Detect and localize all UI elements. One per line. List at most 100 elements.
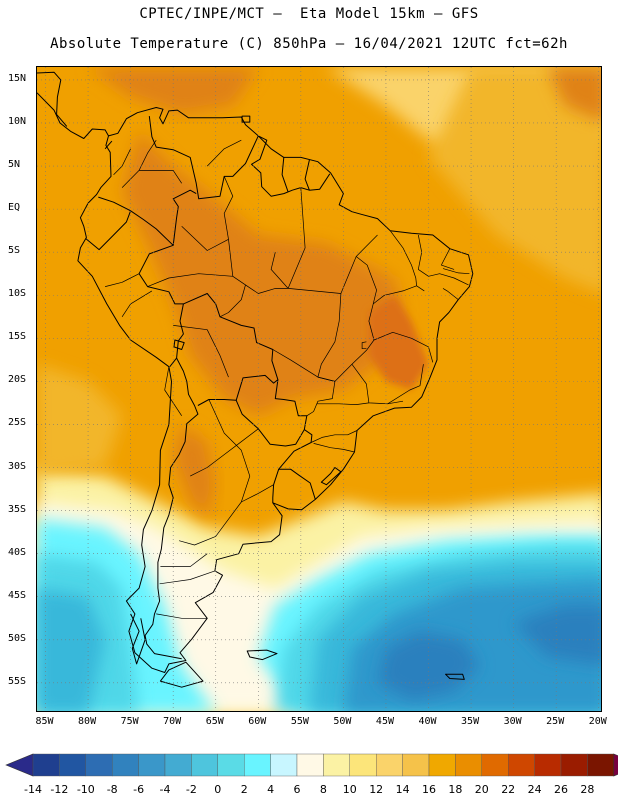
longitude-tick-label: 50W <box>333 716 352 727</box>
country-border <box>272 469 280 503</box>
trinidad <box>241 115 251 123</box>
colorbar-label: -4 <box>159 783 171 796</box>
latitude-tick-label: 10N <box>8 115 27 127</box>
falkland-islands <box>246 649 278 661</box>
country-border <box>281 157 289 193</box>
longitude-tick-label: 85W <box>35 716 54 727</box>
state-border <box>317 402 369 405</box>
caribbean-coastline <box>37 71 68 127</box>
country-border <box>85 210 132 251</box>
colorbar-label: 26 <box>554 783 568 796</box>
map-title-line-1: CPTEC/INPE/MCT – Eta Model 15km – GFS <box>139 6 479 22</box>
field-blue-deep-east <box>513 605 601 665</box>
state-border <box>105 273 140 287</box>
state-border <box>159 570 216 585</box>
colorbar-label: 22 <box>501 783 516 796</box>
colorbar-label: 10 <box>342 783 357 796</box>
tierra-del-fuego <box>159 661 204 688</box>
longitude-tick-label: 70W <box>163 716 182 727</box>
map-panel[interactable] <box>36 66 602 712</box>
latitude-tick-label: 55S <box>8 675 27 687</box>
state-border <box>241 484 274 503</box>
longitude-tick-label: 65W <box>205 716 224 727</box>
colorbar-label: 18 <box>448 783 463 796</box>
colorbar-label: 14 <box>395 783 410 796</box>
colorbar-swatch <box>560 753 588 777</box>
latitude-tick-label: 30S <box>8 460 27 472</box>
field-blue-light <box>37 588 106 711</box>
colorbar-label: 4 <box>267 783 275 796</box>
colorbar-swatch <box>138 753 166 777</box>
longitude-tick-label: 40W <box>418 716 437 727</box>
state-border <box>387 400 404 405</box>
state-border <box>442 288 459 300</box>
latitude-tick-label: 20S <box>8 374 27 386</box>
latitude-tick-label: 45S <box>8 589 27 601</box>
colorbar-swatch <box>481 753 509 777</box>
country-border <box>104 140 113 150</box>
longitude-tick-label: 45W <box>375 716 394 727</box>
longitude-tick-label: 55W <box>290 716 309 727</box>
lake-titicaca <box>173 339 185 350</box>
central-america-coastline <box>37 92 109 139</box>
colorbar-swatch <box>455 753 482 777</box>
state-border <box>139 170 182 184</box>
colorbar-swatch <box>164 753 192 777</box>
longitude-tick-label: 80W <box>78 716 97 727</box>
colorbar-label: -14 <box>24 783 42 796</box>
longitude-tick-label: 30W <box>503 716 522 727</box>
colorbar-label: -8 <box>106 783 118 796</box>
state-border <box>219 284 246 318</box>
field-hot-ne <box>547 67 601 121</box>
colorbar-high-arrow <box>613 753 618 777</box>
latitude-tick-label: 50S <box>8 632 27 644</box>
longitude-tick-label: 20W <box>588 716 607 727</box>
temperature-map <box>37 67 601 711</box>
longitude-tick-label: 35W <box>461 716 480 727</box>
longitude-tick-label: 75W <box>120 716 139 727</box>
longitude-tick-label: 60W <box>248 716 267 727</box>
latitude-tick-label: EQ <box>8 202 21 214</box>
latitude-tick-label: 25S <box>8 417 27 429</box>
state-border <box>164 366 182 416</box>
colorbar-swatch <box>323 753 350 777</box>
colorbar-low-arrow <box>5 753 34 777</box>
colorbar-swatch <box>32 753 60 777</box>
state-border <box>113 148 131 175</box>
colorbar-swatch <box>243 753 271 777</box>
color-scale-bar <box>5 753 618 777</box>
colorbar-swatch <box>508 753 535 777</box>
latitude-tick-label: 15N <box>8 72 27 84</box>
state-border <box>156 613 208 619</box>
south-georgia <box>445 673 465 680</box>
field-orange-sea-east <box>428 67 601 293</box>
state-border <box>442 268 470 275</box>
colorbar-swatch <box>85 753 113 777</box>
colorbar-swatch <box>587 753 615 777</box>
coastline-layer <box>37 71 474 688</box>
colorbar-label: -10 <box>76 783 95 796</box>
map-title-line-2: Absolute Temperature (C) 850hPa – 16/04/… <box>50 36 568 52</box>
latitude-tick-label: 15S <box>8 331 27 343</box>
colorbar-label: -6 <box>133 783 145 796</box>
latitude-tick-label: 10S <box>8 288 27 300</box>
country-border <box>278 429 316 500</box>
country-border <box>148 116 259 200</box>
state-border <box>147 273 289 294</box>
state-border <box>206 139 242 167</box>
state-border <box>440 248 455 270</box>
field-orange-sea-west <box>37 364 123 477</box>
latitude-tick-label: 35S <box>8 503 27 515</box>
state-border <box>190 428 259 477</box>
patagonian-fjords <box>130 613 146 665</box>
colorbar-swatch <box>111 753 139 777</box>
country-border <box>304 159 310 191</box>
state-border <box>288 288 341 294</box>
state-border <box>313 443 355 453</box>
country-border <box>183 293 279 406</box>
state-border <box>173 325 229 378</box>
country-border <box>144 357 199 660</box>
field-hot-andes-south <box>173 424 216 520</box>
field-blue-deep <box>377 631 480 701</box>
country-border <box>138 244 184 368</box>
